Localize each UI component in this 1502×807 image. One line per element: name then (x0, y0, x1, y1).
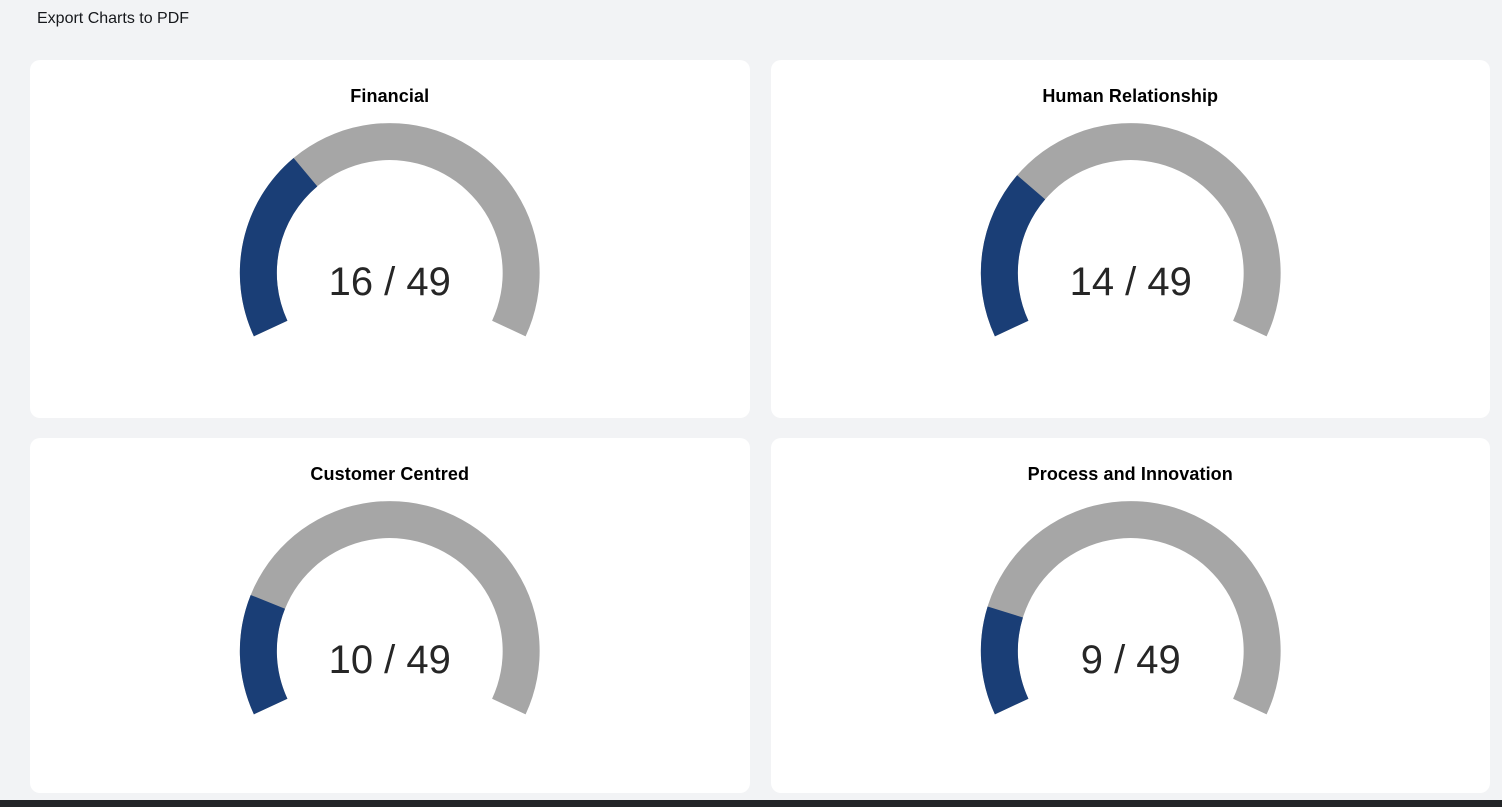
gauge-value-arc (980, 606, 1028, 715)
gauge-value-label: 10 / 49 (329, 638, 451, 682)
gauge-chart: 14 / 49 (980, 123, 1281, 337)
gauge-title: Process and Innovation (1027, 464, 1233, 484)
gauge-track-arc (980, 123, 1281, 337)
gauge-value-label: 14 / 49 (1069, 260, 1191, 304)
export-charts-to-pdf-button[interactable]: Export Charts to PDF (37, 10, 190, 27)
bottom-window-edge (0, 800, 1502, 807)
gauge-track-arc (980, 501, 1281, 715)
gauge-track-arc (239, 123, 540, 337)
gauge-value-arc (980, 175, 1045, 337)
gauge-chart: 9 / 49 (980, 501, 1281, 715)
gauge-value-arc (239, 157, 318, 337)
gauge-value-label: 9 / 49 (1080, 638, 1180, 682)
gauge-card-customer-centred: Customer Centred 10 / 49 (30, 438, 750, 793)
gauge-card-human-relationship: Human Relationship 14 / 49 (770, 60, 1490, 418)
gauge-title: Human Relationship (1042, 86, 1219, 106)
gauge-value-label: 16 / 49 (329, 260, 451, 304)
gauge-card-process-and-innovation: Process and Innovation 9 / 49 (770, 438, 1490, 793)
gauge-card-financial: Financial 16 / 49 (30, 60, 750, 418)
gauge-value-arc (239, 594, 288, 715)
gauge-track-arc (239, 501, 540, 715)
gauge-chart: 16 / 49 (239, 123, 540, 337)
gauge-title: Financial (350, 86, 430, 106)
gauge-chart: 10 / 49 (239, 501, 540, 715)
gauge-title: Customer Centred (310, 464, 470, 484)
gauge-dashboard-grid: Financial 16 / 49 Human Relationship 14 … (30, 60, 1490, 793)
